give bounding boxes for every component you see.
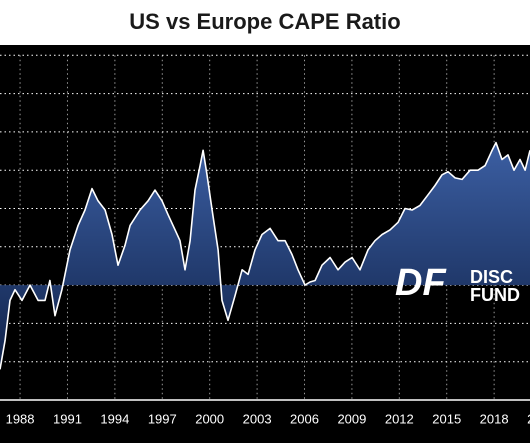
x-tick-label: 2021 [527, 411, 530, 426]
x-tick-label: 1991 [53, 411, 82, 426]
logo-mark: DF [395, 262, 447, 304]
x-tick-label: 2006 [290, 411, 319, 426]
x-tick-label: 2000 [195, 411, 224, 426]
x-tick-label: 2015 [432, 411, 461, 426]
title-band [0, 0, 530, 45]
x-tick-label: 2003 [243, 411, 272, 426]
axes: 1988 1991 1994 1997 2000 2003 2006 2009 2012 2015… [0, 399, 530, 426]
x-tick-label: 1997 [148, 411, 177, 426]
plot [0, 141, 530, 370]
area-fill [0, 142, 530, 370]
x-tick-label: 1988 [6, 411, 35, 426]
logo-text: FUND [470, 285, 520, 305]
x-tick-label: 1994 [100, 411, 129, 426]
chart-title: US vs Europe CAPE Ratio [129, 9, 400, 34]
x-tick-label: 2018 [480, 411, 509, 426]
x-tick-label: 2012 [385, 411, 414, 426]
line [0, 141, 530, 370]
x-tick-label: 2009 [337, 411, 366, 426]
logo-text: DISC [470, 267, 513, 287]
